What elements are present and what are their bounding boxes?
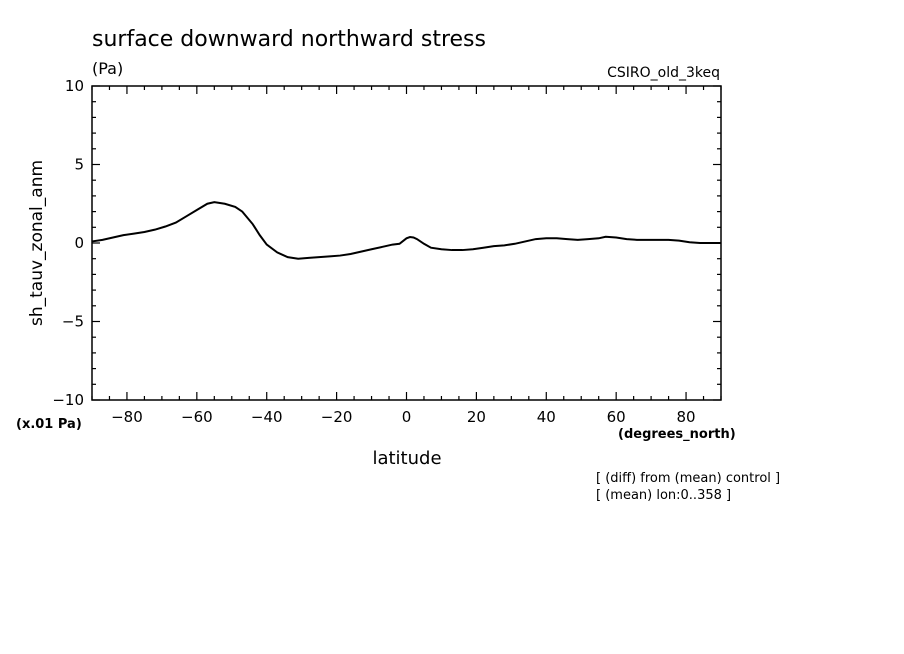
x-tick-label: −60 xyxy=(181,408,213,426)
x-tick-label: 20 xyxy=(467,408,486,426)
y-tick-label: −5 xyxy=(62,313,84,331)
units-label: (Pa) xyxy=(92,59,123,78)
y-tick-labels: −10 −5 0 5 10 xyxy=(52,77,84,409)
x-tick-labels: −80 −60 −40 −20 0 20 40 60 80 xyxy=(111,408,695,426)
data-series-line xyxy=(91,201,721,260)
x-tick-label: −80 xyxy=(111,408,143,426)
plot-frame xyxy=(91,85,722,401)
x-tick-label: −40 xyxy=(251,408,283,426)
chart-title: surface downward northward stress xyxy=(92,27,486,52)
x-tick-label: −20 xyxy=(321,408,353,426)
x-tick-label: 80 xyxy=(677,408,696,426)
y-tick-label: 0 xyxy=(74,234,84,252)
note-diff: [ (diff) from (mean) control ] xyxy=(596,471,780,486)
y-tick-label: 10 xyxy=(65,77,84,95)
axis-ticks xyxy=(91,85,722,401)
x-units-label: (degrees_north) xyxy=(618,427,736,442)
x-axis-label: latitude xyxy=(372,448,441,469)
x-tick-label: 0 xyxy=(402,408,412,426)
note-mean: [ (mean) lon:0..358 ] xyxy=(596,488,731,503)
y-scale-note: (x.01 Pa) xyxy=(16,417,82,432)
model-label: CSIRO_old_3keq xyxy=(607,65,720,81)
y-tick-label: 5 xyxy=(74,156,84,174)
y-axis-label: sh_tauv_zonal_anm xyxy=(27,160,47,326)
y-tick-label: −10 xyxy=(52,391,84,409)
x-tick-label: 60 xyxy=(607,408,626,426)
x-tick-label: 40 xyxy=(537,408,556,426)
